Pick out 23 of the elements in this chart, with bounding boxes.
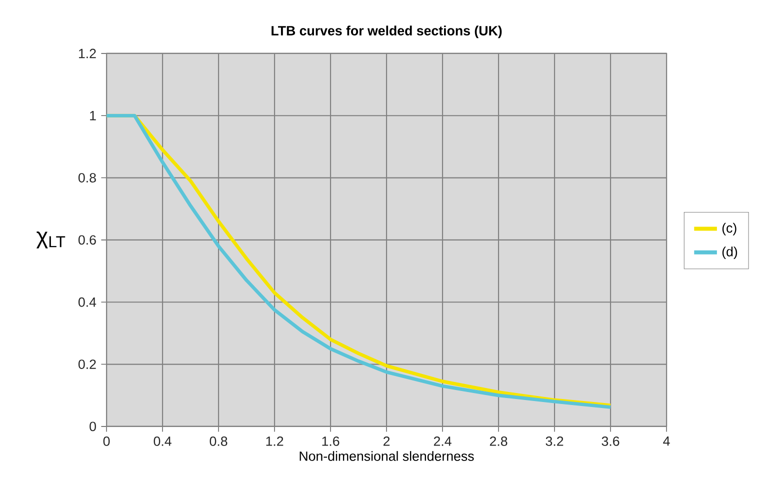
x-tick-label: 2.8 <box>490 436 508 446</box>
x-tick-label: 0 <box>103 436 110 446</box>
x-tick-label: 4 <box>663 436 670 446</box>
x-tick-label: 2.4 <box>434 436 452 446</box>
x-tick-label: 0.4 <box>154 436 172 446</box>
y-tick-label: 1.2 <box>78 48 96 58</box>
y-tick-label: 0.4 <box>78 297 96 307</box>
x-tick-label: 2 <box>383 436 390 446</box>
y-tick-label: 0.8 <box>78 173 96 183</box>
y-tick-label: 0.6 <box>78 235 96 245</box>
x-axis-title: Non-dimensional slenderness <box>300 451 474 461</box>
legend-label: (d) <box>722 246 738 259</box>
chart-title: LTB curves for welded sections (UK) <box>272 26 502 38</box>
x-tick-label: 3.6 <box>602 436 620 446</box>
y-tick-label: 0 <box>90 422 96 432</box>
x-tick-label: 1.2 <box>266 436 284 446</box>
legend-label: (c) <box>722 222 736 236</box>
y-tick-label: 0.2 <box>78 360 96 369</box>
x-tick-label: 3.2 <box>546 436 564 446</box>
y-tick-label: 1 <box>90 111 96 120</box>
y-axis-title: χ$_{LT}$ <box>36 232 66 248</box>
x-tick-label: 1.6 <box>322 436 340 446</box>
x-tick-label: 0.8 <box>210 436 228 446</box>
